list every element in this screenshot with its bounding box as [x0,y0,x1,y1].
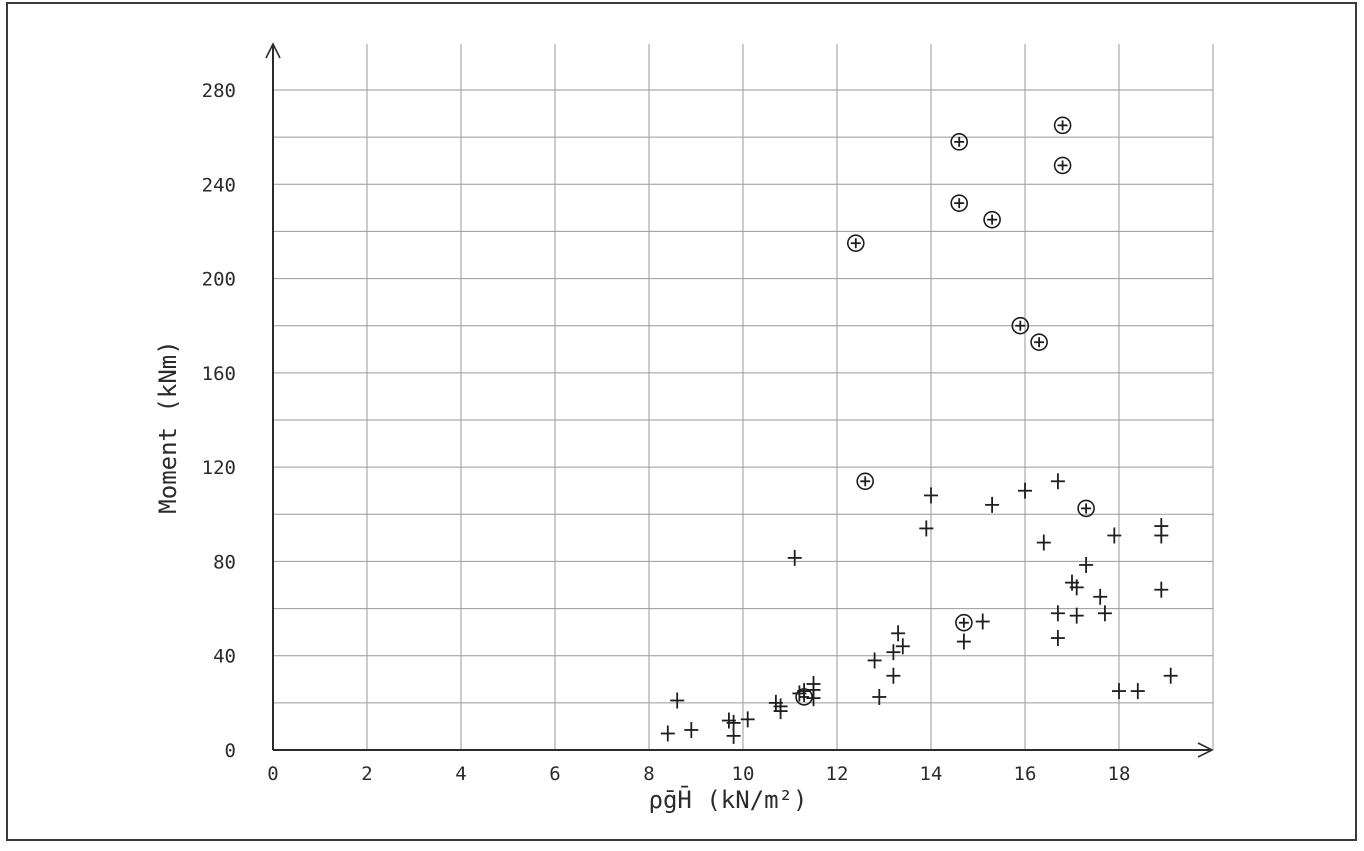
circled-plus-marker-point [1077,499,1095,518]
plus-marker-point [1107,527,1122,544]
plus-marker-point [660,725,675,742]
x-tick-label: 4 [455,763,466,785]
tick-labels: 0 40 80 120 160 200 240 280 0 2 4 6 8 10 12 14 16 18 [202,80,1131,785]
plus-marker-point [1097,605,1112,622]
plus-marker-point [1130,683,1145,700]
plus-marker-point [1036,534,1051,551]
marker-circle [795,688,813,706]
plus-marker-point [1018,482,1032,499]
x-tick-label: 16 [1014,763,1037,785]
y-tick-label: 0 [225,740,236,762]
marker-circle [955,613,973,632]
data-points [660,116,1178,744]
marker-circle [983,210,1001,229]
x-tick-label: 0 [267,763,278,785]
plus-marker-point [872,688,887,705]
plus-marker-point [1069,607,1084,624]
plus-marker-point [891,625,906,642]
marker-circle [1011,316,1030,335]
axes [265,42,1214,758]
plus-marker-point [924,487,938,504]
plus-marker-point [1112,683,1126,700]
plus-marker-point [886,667,901,684]
circled-plus-marker-point [856,472,875,491]
marker-circle [1077,499,1095,518]
marker-circle [1030,333,1048,352]
y-tick-label: 80 [213,551,236,573]
plus-marker-point [975,613,990,630]
marker-circle [1053,156,1072,175]
x-tick-label: 6 [549,763,560,785]
marker-circle [950,133,969,151]
plus-marker-point [919,520,934,537]
plus-marker-point [1079,556,1094,573]
plus-marker-point [1050,630,1065,647]
marker-circle [846,234,865,253]
y-tick-label: 40 [213,646,236,668]
circled-plus-marker-point [955,613,973,632]
plus-marker-point [1163,667,1178,684]
plus-marker-point [670,692,685,709]
plus-marker-point [1154,527,1169,544]
y-axis-arrow [265,42,281,59]
x-tick-label: 8 [643,763,654,785]
y-tick-label: 200 [202,269,236,291]
y-tick-label: 120 [202,457,236,479]
plus-marker-point [1050,473,1065,490]
plus-marker-point [956,633,971,650]
plus-marker-point [740,711,755,728]
plus-marker-point [773,698,788,715]
plus-marker-point [985,496,1000,513]
plus-marker-point [787,549,802,566]
x-tick-label: 18 [1108,763,1131,785]
y-tick-label: 240 [202,174,236,196]
marker-circle [950,194,969,212]
marker-circle [1053,116,1072,135]
plus-marker-point [1093,588,1108,605]
circled-plus-marker-point [1011,316,1030,335]
circled-plus-marker-point [950,194,969,212]
grid-lines [273,44,1214,750]
circled-plus-marker-point [983,210,1001,229]
y-axis-title: Moment (kNm) [154,340,182,513]
x-tick-label: 10 [732,763,755,785]
plus-marker-point [1154,581,1169,598]
plus-marker-point [886,644,901,661]
plus-marker-point [1069,579,1084,596]
circled-plus-marker-point [1053,116,1072,135]
circled-plus-marker-point [1053,156,1072,175]
marker-circle [856,472,875,491]
plus-marker-point [1050,605,1065,622]
circled-plus-marker-point [795,688,813,706]
circled-plus-marker-point [950,133,969,151]
circled-plus-marker-point [846,234,865,253]
x-tick-label: 14 [920,763,943,785]
y-tick-label: 160 [202,363,236,385]
x-tick-label: 12 [826,763,849,785]
y-tick-label: 280 [202,80,236,102]
plus-marker-point [726,727,741,744]
x-axis-arrow [1197,742,1214,758]
plus-marker-point [867,652,882,669]
x-axis-title: ρ̄gH̄ (kN/m²) [649,785,808,814]
x-tick-label: 2 [361,763,372,785]
plus-marker-point [895,638,910,655]
plus-marker-point [684,721,699,738]
plus-marker-point [806,676,821,692]
circled-plus-marker-point [1030,333,1048,352]
